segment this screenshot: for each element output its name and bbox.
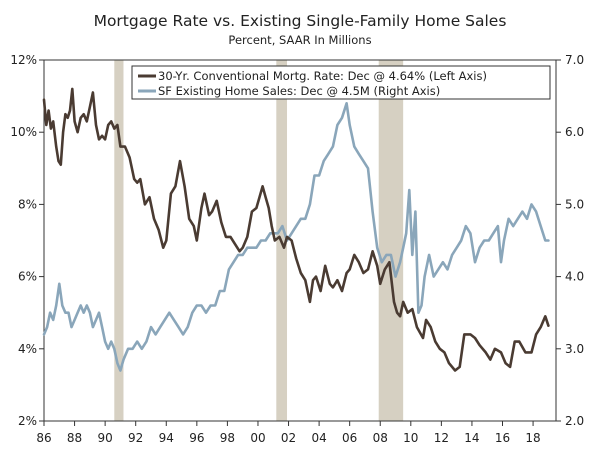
series-lines [42, 87, 550, 372]
left-y-axis: 2% 4% 6% 8% 10% 12% [10, 53, 44, 428]
y-right-tick-label-5: 7.0 [565, 53, 584, 67]
x-tick-label-9: 04 [311, 431, 326, 445]
legend-label-sales: SF Existing Home Sales: Dec @ 4.5M (Righ… [158, 84, 440, 98]
x-tick-label-7: 00 [250, 431, 265, 445]
y-right-tick-label-4: 6.0 [565, 125, 584, 139]
y-left-tick-label-3: 8% [18, 197, 37, 211]
x-tick-label-10: 06 [342, 431, 357, 445]
chart-subtitle: Percent, SAAR In Millions [228, 33, 371, 47]
right-y-axis: 2.0 3.0 4.0 5.0 6.0 7.0 [556, 53, 584, 428]
x-tick-label-15: 16 [495, 431, 510, 445]
x-tick-label-11: 08 [373, 431, 388, 445]
recession-band-0 [114, 60, 124, 421]
chart-title: Mortgage Rate vs. Existing Single-Family… [94, 12, 507, 30]
plot-border [43, 59, 557, 422]
x-tick-label-3: 92 [128, 431, 143, 445]
x-tick-label-13: 12 [434, 431, 449, 445]
x-tick-label-12: 10 [403, 431, 418, 445]
x-tick-label-14: 14 [464, 431, 479, 445]
y-left-tick-label-1: 4% [18, 342, 37, 356]
y-left-tick-label-0: 2% [18, 414, 37, 428]
plot-frame [43, 59, 557, 422]
y-right-tick-label-0: 2.0 [565, 414, 584, 428]
y-left-tick-label-5: 12% [10, 53, 37, 67]
y-right-tick-label-1: 3.0 [565, 342, 584, 356]
x-tick-label-4: 94 [159, 431, 174, 445]
x-tick-label-5: 96 [189, 431, 204, 445]
y-right-tick-label-3: 5.0 [565, 197, 584, 211]
x-tick-label-2: 90 [97, 431, 112, 445]
x-axis: 86 88 90 92 94 96 98 00 02 04 06 08 10 12 14 16 18 [36, 421, 541, 445]
legend-box [131, 65, 551, 100]
mortgage-rate-line [42, 87, 550, 372]
recession-bands [114, 60, 404, 421]
recession-band-2 [378, 60, 404, 421]
home-sales-line [42, 102, 550, 372]
legend-label-rate: 30-Yr. Conventional Mortg. Rate: Dec @ 4… [158, 69, 487, 83]
y-left-tick-label-2: 6% [18, 270, 37, 284]
x-tick-label-16: 18 [525, 431, 540, 445]
y-left-tick-label-4: 10% [10, 125, 37, 139]
x-tick-label-8: 02 [281, 431, 296, 445]
x-tick-label-0: 86 [36, 431, 51, 445]
legend: 30-Yr. Conventional Mortg. Rate: Dec @ 4… [131, 65, 551, 100]
x-tick-label-1: 88 [67, 431, 82, 445]
x-tick-label-6: 98 [220, 431, 235, 445]
y-right-tick-label-2: 4.0 [565, 270, 584, 284]
